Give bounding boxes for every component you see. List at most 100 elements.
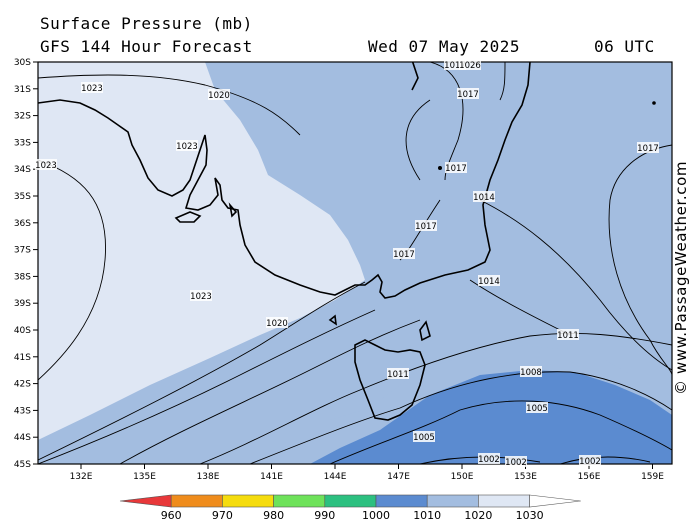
isobar-label-bg bbox=[459, 59, 481, 70]
isobar-label-bg bbox=[393, 248, 415, 259]
isobar-label-bg bbox=[478, 275, 500, 286]
isobar-label: 1002 bbox=[579, 457, 601, 467]
chart-title: Surface Pressure (mb) bbox=[40, 14, 253, 33]
model-label: GFS 144 Hour Forecast bbox=[40, 37, 253, 56]
legend-swatch bbox=[170, 494, 223, 508]
isobar-label: 1020 bbox=[266, 319, 288, 329]
legend-swatch bbox=[426, 494, 479, 508]
isobar-label: 1023 bbox=[81, 84, 103, 94]
isobar-label-bg bbox=[415, 220, 437, 231]
map-frame bbox=[37, 61, 673, 465]
lon-tick-label: 138E bbox=[197, 472, 220, 482]
isobar-label: 1008 bbox=[520, 368, 542, 378]
lat-tick-label: 37S bbox=[14, 246, 31, 256]
lon-tick-label: 156E bbox=[578, 472, 601, 482]
isobar-label-bg bbox=[579, 455, 601, 466]
isobar-label: 1017 bbox=[415, 222, 437, 232]
lat-tick-label: 30S bbox=[14, 58, 31, 68]
lat-tick-label: 35S bbox=[14, 192, 31, 202]
isobar-label-bg bbox=[35, 159, 57, 170]
legend-label: 1030 bbox=[516, 509, 544, 522]
isobar-label-bg bbox=[190, 290, 212, 301]
lat-tick-label: 38S bbox=[14, 272, 31, 282]
isobar-labels: 1023 1020 1023 1023 1017 1017 1017 1017 1014 1017… bbox=[35, 59, 659, 468]
lat-tick-label: 40S bbox=[14, 326, 31, 336]
pressure-band-1020-1030 bbox=[38, 62, 365, 440]
isobar-label: 1002 bbox=[478, 455, 500, 465]
isobar-label: 1023 bbox=[176, 142, 198, 152]
legend-label: 990 bbox=[314, 509, 335, 522]
isobar-label: 1014 bbox=[473, 193, 495, 203]
isobar-label: 1017 bbox=[457, 90, 479, 100]
legend-label: 1020 bbox=[464, 509, 492, 522]
credit-label: © www.PassageWeather.com bbox=[672, 160, 690, 395]
isobar-label: 1011 bbox=[557, 331, 579, 341]
legend-label: 970 bbox=[212, 509, 233, 522]
isobar-label-bg bbox=[557, 329, 579, 340]
lon-tick-label: 141E bbox=[260, 472, 283, 482]
isobar-label: 1014 bbox=[478, 277, 500, 287]
lat-tick-label: 42S bbox=[14, 380, 31, 390]
isobar-label: 1017 bbox=[637, 144, 659, 154]
latitude-axis: 30S 31S 32S 33S 34S 35S 36S 37S 38S 39S 40S 41S 42S 4… bbox=[14, 58, 38, 470]
isobar-label-bg bbox=[505, 456, 527, 467]
legend-label: 1010 bbox=[413, 509, 441, 522]
lat-tick-label: 36S bbox=[14, 219, 31, 229]
isobar-label-bg bbox=[637, 142, 659, 153]
isobar-label-bg bbox=[478, 453, 500, 464]
lon-tick-label: 150E bbox=[451, 472, 474, 482]
isobar-label: 1023 bbox=[190, 292, 212, 302]
lat-tick-label: 43S bbox=[14, 406, 31, 416]
legend-swatch bbox=[324, 494, 377, 508]
isobar-label-bg bbox=[445, 162, 467, 173]
lon-tick-label: 147E bbox=[387, 472, 410, 482]
lon-tick-label: 144E bbox=[324, 472, 347, 482]
pressure-band-low-core bbox=[310, 370, 672, 464]
lat-tick-label: 31S bbox=[14, 85, 31, 95]
isobar-label: 1017 bbox=[445, 164, 467, 174]
lat-tick-label: 45S bbox=[14, 460, 31, 470]
legend-swatch bbox=[375, 494, 428, 508]
isobar-label: 1017 bbox=[444, 61, 466, 71]
legend-swatch bbox=[222, 494, 274, 508]
legend-swatch bbox=[529, 494, 581, 508]
legend-label: 980 bbox=[263, 509, 284, 522]
isobar-label: 1002 bbox=[505, 458, 527, 468]
legend-swatch bbox=[273, 494, 326, 508]
legend-swatch bbox=[478, 494, 530, 508]
lat-tick-label: 32S bbox=[14, 112, 31, 122]
isobar-label: 1020 bbox=[208, 91, 230, 101]
isobar-label-bg bbox=[520, 366, 542, 377]
coastline bbox=[38, 62, 531, 421]
forecast-time: 06 UTC bbox=[594, 37, 655, 56]
isobar-label: 1023 bbox=[35, 161, 57, 171]
isobar-label: 1017 bbox=[393, 250, 415, 260]
isobar-label-bg bbox=[526, 402, 548, 413]
lat-tick-label: 33S bbox=[14, 138, 31, 148]
legend-label: 960 bbox=[161, 509, 182, 522]
legend-label: 1000 bbox=[362, 509, 390, 522]
isobar-label-bg bbox=[208, 89, 230, 100]
isobar-label: 1026 bbox=[459, 61, 481, 71]
isobar-label-bg bbox=[266, 317, 288, 328]
isobar-label-bg bbox=[457, 88, 479, 99]
lat-tick-label: 44S bbox=[14, 433, 31, 443]
lat-tick-label: 39S bbox=[14, 299, 31, 309]
isobar-label-bg bbox=[473, 191, 495, 202]
lat-tick-label: 34S bbox=[14, 165, 31, 175]
isobar-label-bg bbox=[413, 431, 435, 442]
lon-tick-label: 153E bbox=[514, 472, 537, 482]
longitude-axis: 132E 135E 138E 141E 144E 147E 150E 153E 156E 159E bbox=[70, 464, 664, 482]
lon-tick-label: 135E bbox=[133, 472, 156, 482]
isobar-label: 1005 bbox=[526, 404, 548, 414]
isobar-label: 1011 bbox=[387, 370, 409, 380]
isobar-label-bg bbox=[176, 140, 198, 151]
isobar-label: 1005 bbox=[413, 433, 435, 443]
pressure-legend: 960 970 980 990 1000 1010 1020 1030 bbox=[119, 494, 581, 522]
lon-tick-label: 159E bbox=[641, 472, 664, 482]
isobar-label-bg bbox=[387, 368, 409, 379]
lon-tick-label: 132E bbox=[70, 472, 93, 482]
lat-tick-label: 41S bbox=[14, 353, 31, 363]
isobar-label-bg bbox=[81, 82, 103, 93]
